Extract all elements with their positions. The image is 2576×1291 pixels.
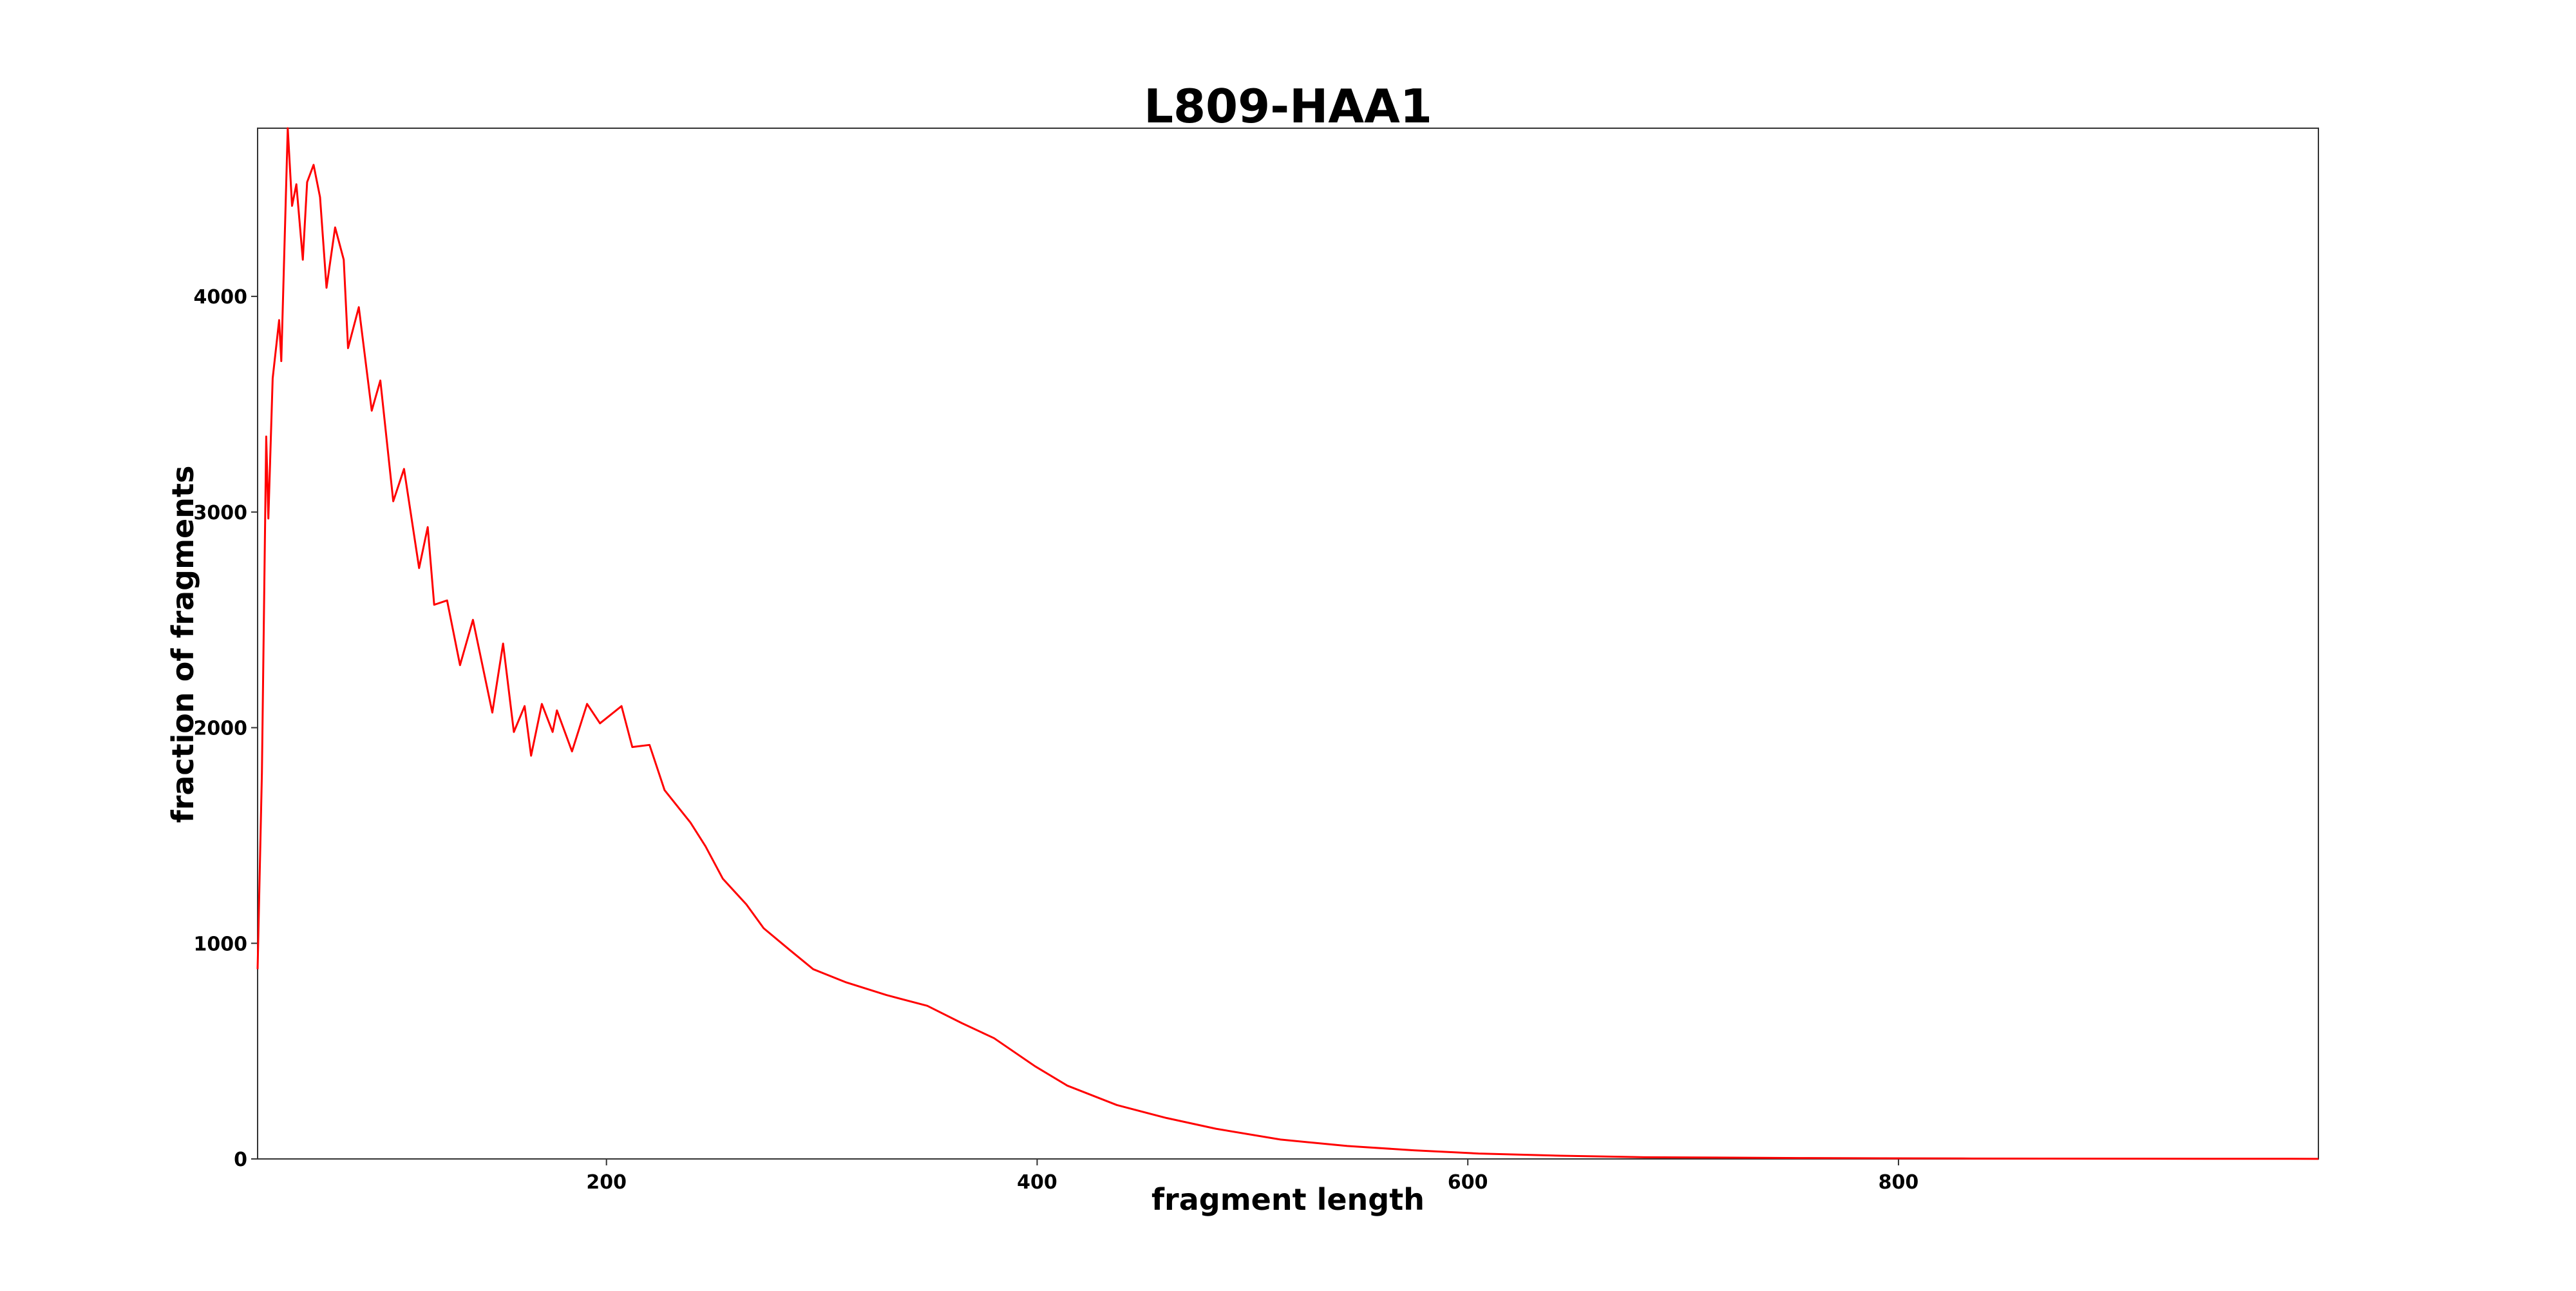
plot-frame	[257, 128, 2319, 1160]
y-tick-label: 4000	[194, 286, 248, 309]
x-tick-label: 200	[586, 1171, 627, 1194]
y-tick-label: 3000	[194, 502, 248, 524]
chart-title: L809-HAA1	[1144, 79, 1432, 133]
y-tick-label: 0	[234, 1149, 247, 1171]
data-line	[256, 127, 2319, 1160]
y-tick-label: 1000	[194, 933, 248, 955]
x-tick-label: 800	[1879, 1171, 1919, 1194]
x-axis-label: fragment length	[1151, 1182, 1425, 1217]
x-tick-label: 400	[1017, 1171, 1057, 1194]
y-axis-label: fraction of fragments	[166, 466, 200, 823]
y-tick-label: 2000	[194, 718, 248, 740]
x-tick-label: 600	[1448, 1171, 1488, 1194]
